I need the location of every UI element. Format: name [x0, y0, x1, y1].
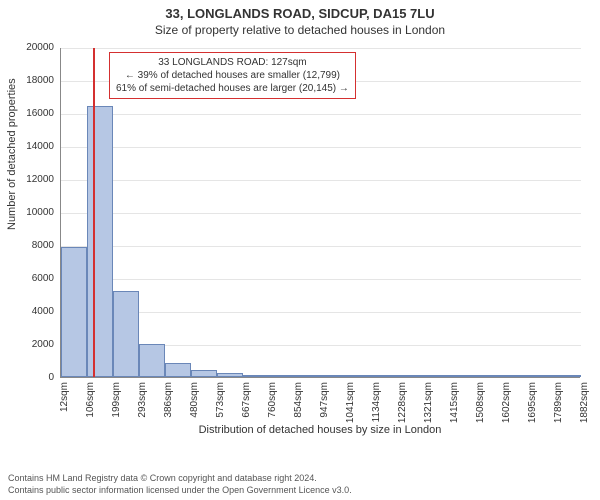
x-tick-label: 947sqm	[320, 382, 330, 430]
x-tick-label: 293sqm	[138, 382, 148, 430]
callout-line: 33 LONGLANDS ROAD: 127sqm	[116, 56, 349, 69]
gridline	[61, 114, 581, 115]
histogram-bar	[269, 375, 295, 377]
x-tick-label: 667sqm	[242, 382, 252, 430]
callout-line: ← 39% of detached houses are smaller (12…	[116, 69, 349, 82]
callout-line: 61% of semi-detached houses are larger (…	[116, 82, 349, 95]
histogram-bar	[217, 373, 243, 377]
y-tick-label: 14000	[20, 142, 54, 152]
y-tick-label: 16000	[20, 109, 54, 119]
histogram-bar	[555, 375, 581, 377]
gridline	[61, 48, 581, 49]
y-tick-label: 8000	[20, 241, 54, 251]
x-tick-label: 1134sqm	[372, 382, 382, 430]
y-tick-label: 20000	[20, 43, 54, 53]
x-tick-label: 480sqm	[190, 382, 200, 430]
x-tick-label: 1602sqm	[502, 382, 512, 430]
x-tick-label: 1508sqm	[476, 382, 486, 430]
x-tick-label: 1789sqm	[554, 382, 564, 430]
y-tick-label: 0	[20, 373, 54, 383]
histogram-bar	[191, 370, 217, 377]
x-tick-label: 1882sqm	[580, 382, 590, 430]
x-tick-label: 1321sqm	[424, 382, 434, 430]
x-tick-label: 12sqm	[60, 382, 70, 430]
y-tick-label: 18000	[20, 76, 54, 86]
histogram-bar	[139, 344, 165, 377]
footer-line2: Contains public sector information licen…	[8, 484, 592, 496]
x-tick-label: 760sqm	[268, 382, 278, 430]
gridline	[61, 213, 581, 214]
histogram-bar	[399, 375, 425, 377]
x-tick-label: 854sqm	[294, 382, 304, 430]
footer: Contains HM Land Registry data © Crown c…	[8, 472, 592, 496]
footer-line1: Contains HM Land Registry data © Crown c…	[8, 472, 592, 484]
chart-container: 33, LONGLANDS ROAD, SIDCUP, DA15 7LU Siz…	[0, 0, 600, 500]
histogram-bar	[529, 375, 555, 377]
gridline	[61, 312, 581, 313]
x-tick-label: 1228sqm	[398, 382, 408, 430]
x-tick-label: 1041sqm	[346, 382, 356, 430]
histogram-bar	[165, 363, 191, 377]
histogram-bar	[477, 375, 503, 377]
x-tick-label: 386sqm	[164, 382, 174, 430]
histogram-bar	[295, 375, 321, 377]
histogram-bar	[373, 375, 399, 377]
histogram-bar	[347, 375, 373, 377]
page-subtitle: Size of property relative to detached ho…	[0, 21, 600, 37]
callout-box: 33 LONGLANDS ROAD: 127sqm← 39% of detach…	[109, 52, 356, 99]
gridline	[61, 147, 581, 148]
x-tick-label: 106sqm	[86, 382, 96, 430]
histogram-bar	[425, 375, 451, 377]
histogram-bar	[87, 106, 113, 377]
x-tick-label: 1695sqm	[528, 382, 538, 430]
histogram-bar	[321, 375, 347, 377]
y-tick-label: 6000	[20, 274, 54, 284]
y-tick-label: 12000	[20, 175, 54, 185]
page-title: 33, LONGLANDS ROAD, SIDCUP, DA15 7LU	[0, 0, 600, 21]
marker-line	[93, 48, 95, 377]
x-tick-label: 573sqm	[216, 382, 226, 430]
y-tick-label: 4000	[20, 307, 54, 317]
histogram-bar	[503, 375, 529, 377]
plot-wrapper: 33 LONGLANDS ROAD: 127sqm← 39% of detach…	[60, 48, 580, 424]
x-tick-label: 199sqm	[112, 382, 122, 430]
gridline	[61, 180, 581, 181]
x-tick-label: 1415sqm	[450, 382, 460, 430]
histogram-bar	[61, 247, 87, 377]
gridline	[61, 279, 581, 280]
histogram-bar	[451, 375, 477, 377]
y-tick-label: 10000	[20, 208, 54, 218]
histogram-bar	[243, 375, 269, 377]
y-tick-label: 2000	[20, 340, 54, 350]
plot-area: 33 LONGLANDS ROAD: 127sqm← 39% of detach…	[60, 48, 580, 378]
y-axis-label: Number of detached properties	[6, 78, 18, 230]
gridline	[61, 246, 581, 247]
histogram-bar	[113, 291, 139, 377]
